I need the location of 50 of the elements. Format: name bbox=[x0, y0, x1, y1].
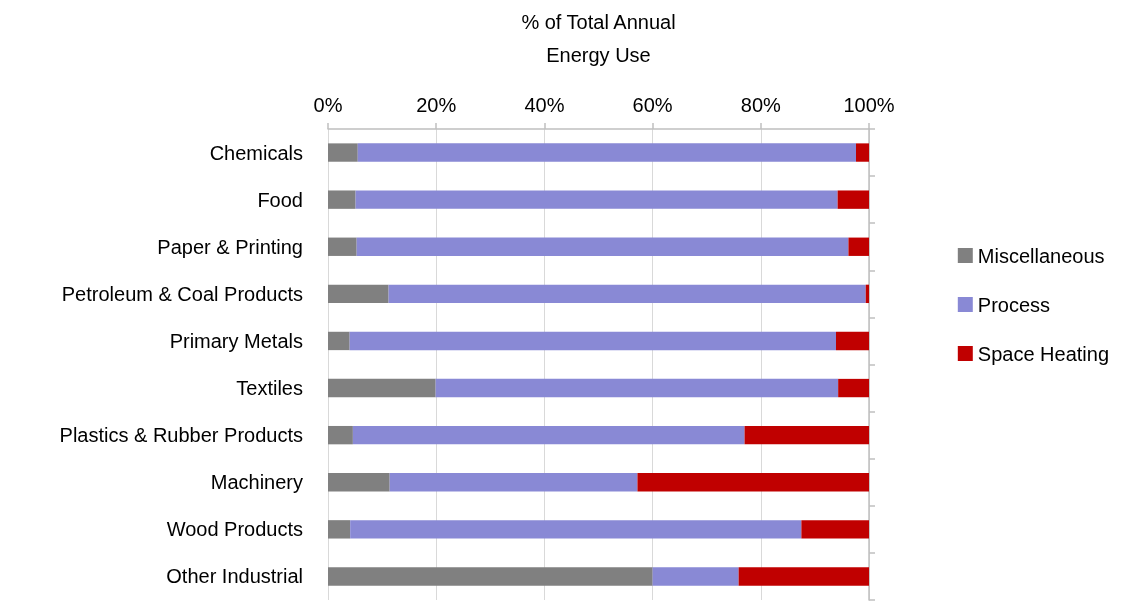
y-tick-label: Food bbox=[257, 188, 303, 211]
bar bbox=[328, 331, 350, 351]
x-tick-label: 80% bbox=[740, 94, 782, 116]
y-tick-label: Paper & Printing bbox=[157, 235, 303, 258]
y-tick-label: Textiles bbox=[236, 377, 303, 400]
bar bbox=[328, 378, 436, 398]
bar bbox=[388, 284, 866, 304]
bar bbox=[744, 425, 869, 445]
bar bbox=[357, 143, 857, 162]
x-tick-label: 20% bbox=[416, 94, 457, 116]
bar bbox=[350, 520, 802, 539]
y-tick-label: Chemicals bbox=[209, 141, 303, 164]
bar bbox=[865, 284, 869, 304]
x-tick-label: 40% bbox=[524, 94, 565, 116]
x-axis-title: % of Total Annual Energy Use bbox=[521, 10, 676, 66]
y-tick-label: Petroleum & Coal Products bbox=[61, 282, 303, 305]
x-tick-label: 100% bbox=[843, 94, 895, 116]
bar bbox=[328, 190, 356, 209]
bar bbox=[838, 378, 869, 398]
legend-label: Miscellaneous bbox=[977, 244, 1105, 267]
bar bbox=[352, 425, 745, 445]
y-tick-label: Plastics & Rubber Products bbox=[59, 424, 303, 447]
bar bbox=[801, 520, 869, 539]
legend-label: Space Heating bbox=[977, 342, 1109, 365]
bar bbox=[328, 237, 357, 256]
bar bbox=[652, 567, 739, 586]
bar bbox=[328, 520, 351, 539]
bar bbox=[389, 473, 638, 492]
x-tick-label: 0% bbox=[313, 94, 343, 116]
bar bbox=[328, 425, 353, 445]
bar bbox=[836, 331, 869, 351]
bar bbox=[328, 284, 389, 304]
bar bbox=[356, 237, 849, 256]
bar bbox=[328, 567, 653, 586]
bar bbox=[355, 190, 838, 209]
bar bbox=[328, 143, 358, 162]
bar bbox=[349, 331, 836, 351]
x-tick-label: 60% bbox=[632, 94, 673, 116]
bar bbox=[738, 567, 869, 586]
y-tick-label: Other Industrial bbox=[166, 565, 303, 588]
bar bbox=[328, 473, 390, 492]
bar bbox=[856, 143, 869, 162]
bar bbox=[637, 473, 869, 492]
y-tick-label: Primary Metals bbox=[169, 329, 303, 352]
bar bbox=[837, 190, 869, 209]
y-tick-label: Wood Products bbox=[166, 518, 303, 541]
bar bbox=[848, 237, 869, 256]
bar bbox=[435, 378, 839, 398]
y-tick-label: Machinery bbox=[210, 471, 303, 494]
legend-label: Process bbox=[977, 293, 1051, 316]
